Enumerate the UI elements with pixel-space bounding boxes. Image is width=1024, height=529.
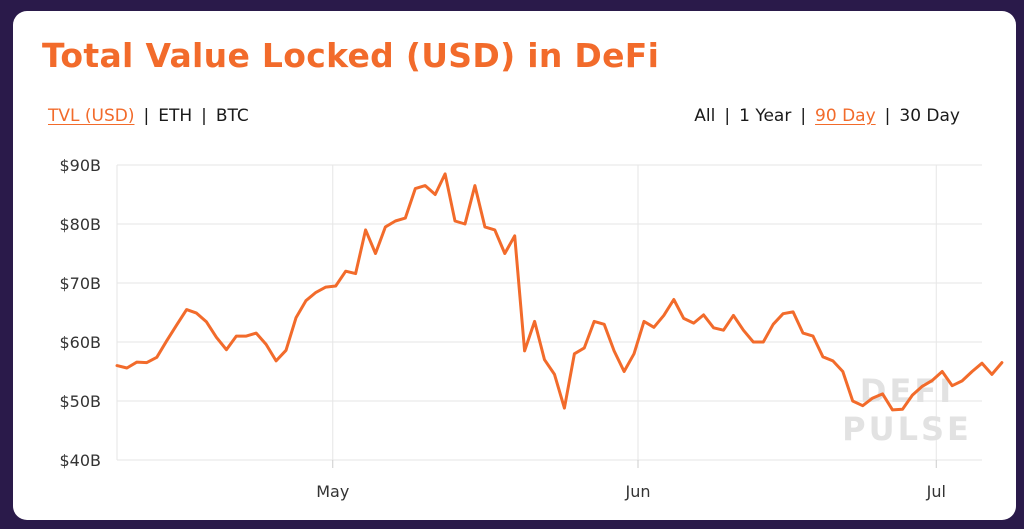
- y-tick-label: $80B: [59, 215, 101, 234]
- tab-btc[interactable]: BTC: [215, 106, 249, 126]
- defi-pulse-watermark: DEFI PULSE: [842, 372, 972, 448]
- x-tick-label: May: [316, 482, 349, 501]
- axis-ticks: $40B $50B $60B $70B $80B $90B May Jun Jul: [59, 156, 945, 501]
- grid: [116, 164, 982, 468]
- tab-90-day[interactable]: 90 Day: [815, 106, 876, 126]
- range-tabs: All | 1 Year | 90 Day | 30 Day: [694, 106, 960, 126]
- chart-title: Total Value Locked (USD) in DeFi: [42, 36, 660, 75]
- tab-eth[interactable]: ETH: [158, 106, 193, 126]
- chart-card: [13, 11, 1016, 520]
- tab-separator: |: [201, 106, 207, 126]
- y-tick-label: $40B: [59, 451, 101, 470]
- tab-tvl-usd[interactable]: TVL (USD): [48, 106, 135, 126]
- x-tick-label: Jun: [624, 482, 650, 501]
- tab-separator: |: [143, 106, 150, 126]
- series: [115, 172, 1004, 412]
- tab-separator: |: [724, 106, 731, 126]
- tab-30-day[interactable]: 30 Day: [899, 106, 960, 126]
- tab-separator: |: [800, 106, 807, 126]
- y-tick-label: $60B: [59, 333, 101, 352]
- watermark-line-2: PULSE: [842, 410, 972, 448]
- tab-all[interactable]: All: [694, 106, 716, 126]
- metric-tabs: TVL (USD) | ETH | BTC: [48, 106, 249, 126]
- y-tick-label: $90B: [59, 156, 101, 175]
- tab-separator: |: [884, 106, 891, 126]
- x-tick-label: Jul: [926, 482, 946, 501]
- y-tick-label: $50B: [59, 392, 101, 411]
- tab-1-year[interactable]: 1 Year: [739, 106, 792, 126]
- series-line: [115, 172, 1004, 412]
- y-tick-label: $70B: [59, 274, 101, 293]
